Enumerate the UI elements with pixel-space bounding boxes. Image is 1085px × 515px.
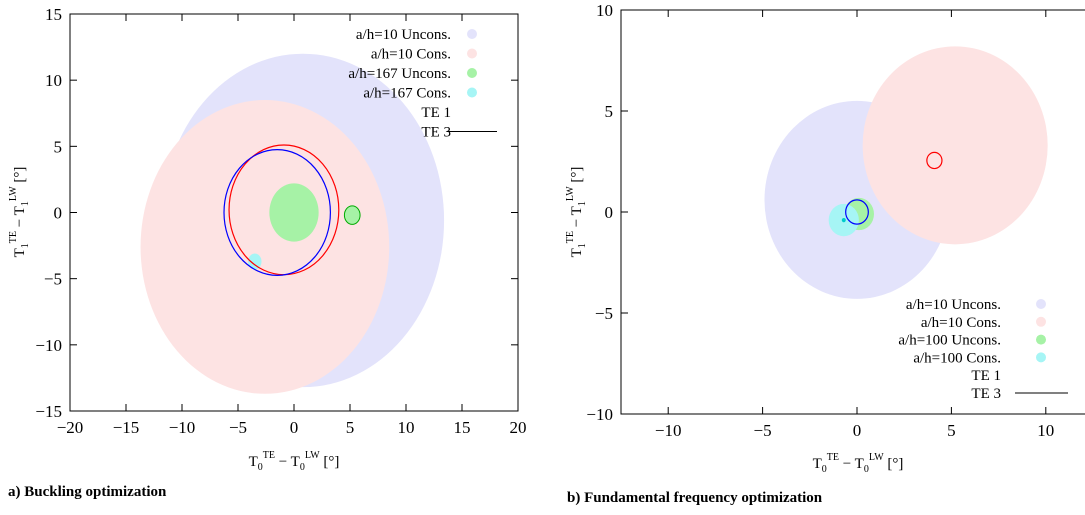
- axis-title-part: LW: [305, 450, 320, 461]
- extra-mark-0: [343, 205, 361, 225]
- ring-te-1: [926, 151, 943, 170]
- disc-a-h-167-cons-: [248, 253, 262, 270]
- axis-title-part: TE: [827, 452, 839, 463]
- x-axis-title: T0TE − T0LW [°]: [813, 452, 904, 475]
- axis-title-part: 0: [822, 464, 827, 475]
- legend-label: a/h=167 Uncons.: [348, 66, 451, 82]
- axis-title-part: 1: [20, 243, 31, 248]
- y-tick-label: 0: [605, 203, 614, 222]
- axis-title-part: TE: [8, 231, 19, 243]
- legend-label: a/h=10 Uncons.: [356, 27, 451, 43]
- legend-swatch: [1036, 299, 1046, 309]
- extra-mark-0: [841, 217, 846, 223]
- legend: a/h=10 Uncons. a/h=10 Cons. a/h=167 Uncons…: [348, 27, 497, 141]
- x-tick-label: 15: [454, 418, 471, 437]
- x-tick-label: 5: [947, 421, 956, 440]
- axis-title-part: LW: [8, 186, 19, 201]
- axis-title-part: TE: [565, 231, 576, 243]
- y-axis-title: T1TE − T1LW [°]: [565, 167, 588, 258]
- y-tick-label: −10: [35, 336, 62, 355]
- y-tick-label: −5: [595, 304, 613, 323]
- x-tick-label: 0: [853, 421, 862, 440]
- y-tick-label: 0: [54, 204, 63, 223]
- axis-title-part: 0: [300, 462, 305, 473]
- x-tick-label: −15: [113, 418, 140, 437]
- axis-title-part: − T: [275, 454, 300, 470]
- x-tick-label: −5: [754, 421, 772, 440]
- caption-a: a) Buckling optimization: [8, 484, 167, 500]
- x-tick-label: −10: [169, 418, 196, 437]
- y-tick-label: 5: [54, 137, 63, 156]
- axis-title-part: − T: [569, 206, 585, 231]
- disc-a-h-10-cons-: [862, 46, 1048, 245]
- legend-label: TE 3: [421, 125, 451, 141]
- axis-title-part: 0: [864, 464, 869, 475]
- disc-a-h-167-uncons-: [269, 183, 319, 242]
- legend-label: a/h=100 Uncons.: [898, 333, 1001, 349]
- x-tick-label: 10: [1037, 421, 1054, 440]
- y-tick-label: 10: [45, 71, 62, 90]
- axis-title-part: LW: [565, 186, 576, 201]
- x-axis-title: T0TE − T0LW [°]: [249, 450, 340, 473]
- axis-title-part: 1: [577, 243, 588, 248]
- plot-area: [764, 46, 1048, 299]
- axis-title-part: [°]: [12, 167, 28, 187]
- legend-swatch: [1036, 316, 1046, 327]
- axis-title-part: T: [569, 248, 585, 257]
- axis-title-part: − T: [839, 456, 864, 472]
- legend-label: TE 3: [971, 386, 1001, 402]
- legend-swatch: [467, 48, 477, 59]
- caption-b: b) Fundamental frequency optimization: [567, 490, 823, 506]
- y-axis-title: T1TE − T1LW [°]: [8, 167, 31, 258]
- legend-label: a/h=100 Cons.: [913, 350, 1001, 366]
- ring-te-3: [845, 199, 869, 225]
- legend-swatch: [467, 68, 477, 78]
- legend: a/h=10 Uncons. a/h=10 Cons. a/h=100 Uncons…: [898, 297, 1068, 402]
- axis-title-part: T: [813, 456, 822, 472]
- legend-swatch: [1036, 334, 1046, 345]
- y-tick-label: 10: [596, 1, 613, 20]
- legend-label: a/h=10 Cons.: [921, 315, 1001, 331]
- y-tick-label: 15: [45, 5, 62, 24]
- axis-title-part: 1: [20, 201, 31, 206]
- legend-swatch: [467, 29, 477, 39]
- y-tick-label: −5: [44, 270, 62, 289]
- legend-label: a/h=167 Cons.: [363, 86, 451, 102]
- legend-label: a/h=10 Uncons.: [906, 297, 1001, 313]
- plot-area: [140, 53, 445, 394]
- axis-title-part: T: [12, 248, 28, 257]
- x-tick-label: −20: [57, 418, 84, 437]
- axis-title-part: 1: [577, 201, 588, 206]
- y-tick-label: 5: [605, 102, 614, 121]
- legend-swatch: [467, 87, 477, 98]
- axis-title-part: LW: [869, 452, 884, 463]
- x-tick-label: −5: [229, 418, 247, 437]
- x-tick-label: 10: [398, 418, 415, 437]
- x-tick-label: 0: [290, 418, 299, 437]
- x-tick-label: −10: [655, 421, 682, 440]
- axis-title-part: − T: [12, 206, 28, 231]
- axis-title-part: T: [249, 454, 258, 470]
- axis-title-part: [°]: [569, 167, 585, 187]
- axis-title-part: [°]: [884, 456, 904, 472]
- legend-label: a/h=10 Cons.: [371, 47, 451, 63]
- ring-te-3: [223, 149, 332, 276]
- y-tick-label: −10: [586, 405, 613, 424]
- legend-label: TE 1: [421, 105, 451, 121]
- disc-a-h-10-cons-: [140, 100, 390, 394]
- axis-title-part: 0: [258, 462, 263, 473]
- legend-swatch: [1036, 352, 1046, 363]
- x-tick-label: 20: [510, 418, 527, 437]
- axis-title-part: TE: [263, 450, 275, 461]
- y-tick-label: −15: [35, 402, 62, 421]
- x-tick-label: 5: [346, 418, 355, 437]
- axis-title-part: [°]: [320, 454, 340, 470]
- legend-label: TE 1: [971, 368, 1001, 384]
